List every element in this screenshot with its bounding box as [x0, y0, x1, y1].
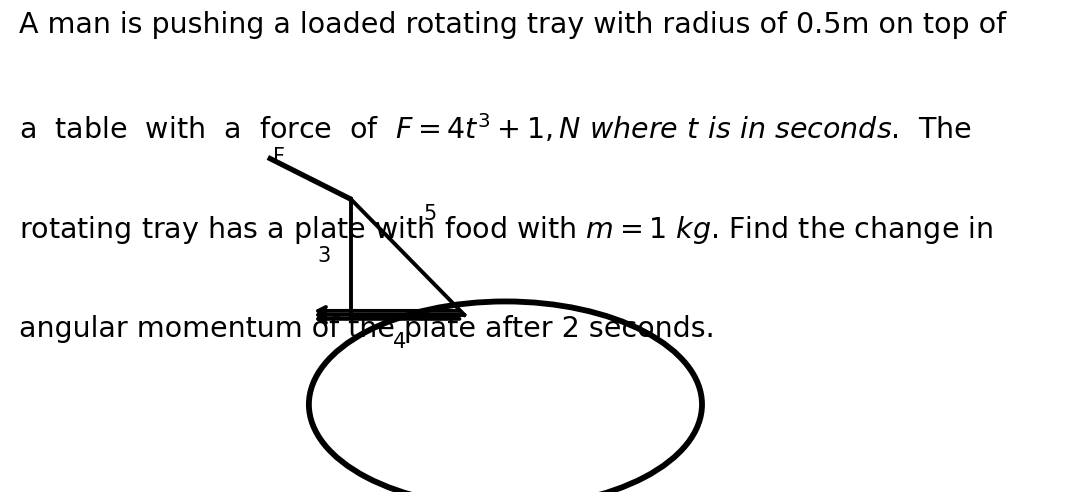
Text: 5: 5	[423, 204, 436, 224]
Text: rotating tray has a plate with food with $m = 1$ $\mathit{kg}$. Find the change : rotating tray has a plate with food with…	[19, 214, 994, 246]
Text: 4: 4	[393, 332, 406, 352]
Text: F: F	[272, 148, 285, 167]
Text: A man is pushing a loaded rotating tray with radius of 0.5m on top of: A man is pushing a loaded rotating tray …	[19, 11, 1007, 39]
Text: angular momentum of the plate after 2 seconds.: angular momentum of the plate after 2 se…	[19, 315, 715, 343]
Text: a  table  with  a  force  of  $F = 4t^3 + 1, N$ $\mathit{where\ t\ is\ in\ secon: a table with a force of $F = 4t^3 + 1, N…	[19, 112, 972, 145]
Text: 3: 3	[318, 246, 330, 266]
